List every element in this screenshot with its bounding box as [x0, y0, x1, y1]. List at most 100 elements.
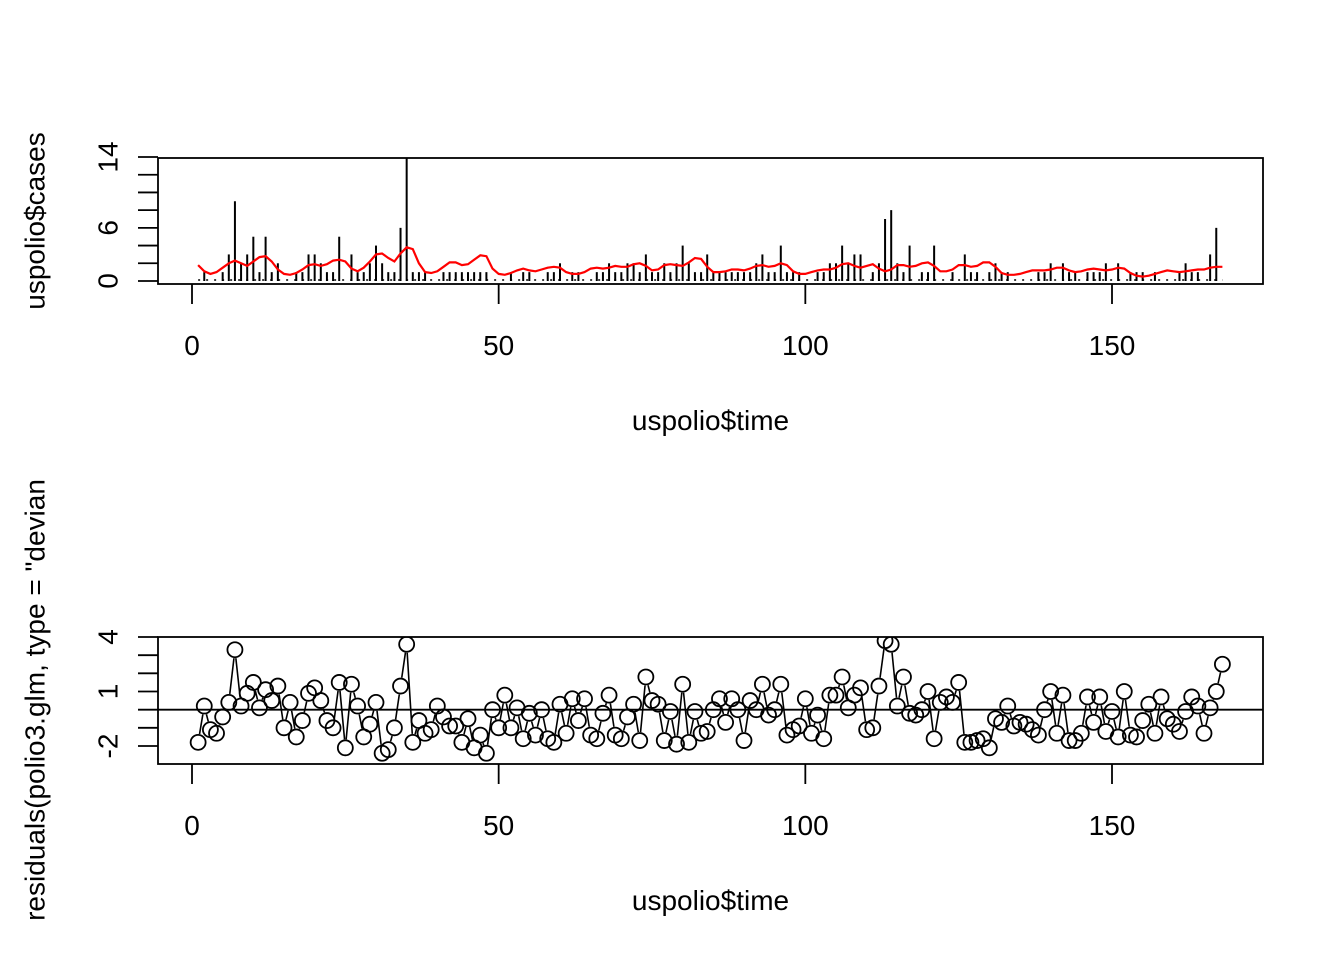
data-point	[502, 719, 520, 737]
data-point	[269, 677, 287, 695]
point-segment	[860, 696, 867, 722]
data-point	[1140, 695, 1158, 713]
data-point	[1134, 712, 1152, 729]
point-segment	[1009, 713, 1013, 719]
data-point	[557, 724, 575, 742]
data-point	[778, 726, 796, 744]
data-point	[300, 684, 317, 702]
point-segment	[1113, 719, 1117, 729]
data-point	[1103, 703, 1121, 720]
data-point	[919, 683, 937, 700]
point-segment	[463, 726, 467, 735]
point-segment	[254, 690, 259, 700]
point-segment	[389, 735, 393, 742]
cases-panel: 0 50 100 150 uspolio$time 0 6 14 uspolio$cases	[20, 132, 1264, 436]
point-segment	[1198, 714, 1203, 726]
data-point	[1189, 697, 1207, 715]
data-point	[925, 730, 943, 748]
data-point	[1060, 732, 1078, 749]
point-segment	[432, 714, 436, 722]
data-point	[343, 675, 360, 693]
data-point	[821, 686, 839, 704]
data-point	[422, 721, 440, 739]
point-segment	[928, 699, 934, 731]
point-segment	[494, 717, 497, 721]
data-point	[459, 710, 477, 728]
point-segment	[285, 710, 289, 720]
data-point	[563, 690, 581, 708]
data-point	[717, 713, 734, 731]
data-point	[612, 730, 630, 748]
data-point	[1207, 683, 1225, 700]
data-point	[864, 719, 882, 737]
data-point	[1109, 728, 1127, 746]
point-segment	[512, 715, 516, 720]
data-point	[287, 728, 305, 746]
data-point	[956, 733, 974, 751]
y-tick-label: -2	[93, 734, 124, 759]
point-segment	[671, 719, 676, 736]
data-point	[698, 723, 716, 740]
data-point	[330, 674, 348, 691]
data-point	[1128, 728, 1145, 746]
data-point	[1171, 723, 1188, 740]
data-point	[668, 735, 685, 753]
data-point	[588, 730, 606, 748]
data-point	[1085, 713, 1102, 731]
plot-area	[197, 158, 1223, 281]
data-point	[870, 677, 888, 695]
x-tick-label: 0	[184, 330, 200, 361]
data-point	[263, 692, 281, 709]
data-point	[1152, 688, 1170, 706]
point-segment	[813, 722, 816, 726]
point-segment	[542, 717, 547, 731]
point-segment	[818, 723, 823, 731]
data-point	[637, 668, 655, 686]
point-segment	[205, 714, 210, 722]
data-point	[1072, 724, 1090, 742]
data-point	[1054, 686, 1072, 704]
data-point	[888, 697, 906, 715]
point-segment	[400, 652, 407, 678]
point-segment	[1107, 719, 1111, 724]
data-point	[815, 730, 833, 748]
point-segment	[1181, 719, 1184, 724]
data-point	[293, 712, 311, 729]
y-tick-label: 1	[93, 684, 124, 700]
point-segment	[639, 685, 646, 733]
data-point	[392, 677, 409, 695]
point-segment	[198, 714, 204, 735]
point-segment	[482, 742, 485, 746]
y-tick-label: 14	[93, 141, 124, 172]
data-point	[496, 686, 514, 704]
x-tick-label: 150	[1089, 330, 1136, 361]
data-point	[772, 675, 790, 693]
y-axis-title: residuals(polio3.glm, type = "devian	[20, 479, 51, 921]
data-point	[680, 733, 698, 751]
point-segment	[1205, 715, 1209, 726]
data-point	[195, 697, 213, 715]
data-point	[1201, 699, 1219, 717]
data-point	[754, 675, 771, 693]
data-point	[471, 726, 489, 744]
point-segment	[1124, 699, 1131, 727]
point-segment	[891, 652, 898, 698]
data-point	[361, 715, 379, 733]
data-point	[490, 719, 508, 737]
plot-frame	[157, 636, 1264, 765]
point-segment	[682, 692, 689, 734]
data-point	[447, 717, 465, 735]
data-point	[827, 686, 845, 704]
data-point	[631, 732, 649, 749]
data-point	[686, 703, 704, 720]
point-segment	[339, 690, 346, 740]
data-point	[852, 679, 869, 697]
data-point	[312, 692, 330, 709]
data-point	[809, 706, 826, 724]
data-point	[711, 690, 728, 708]
point-segment	[873, 694, 879, 720]
point-segment	[665, 719, 670, 733]
data-point	[398, 637, 416, 653]
point-segment	[775, 692, 780, 702]
x-tick-label: 100	[782, 330, 829, 361]
